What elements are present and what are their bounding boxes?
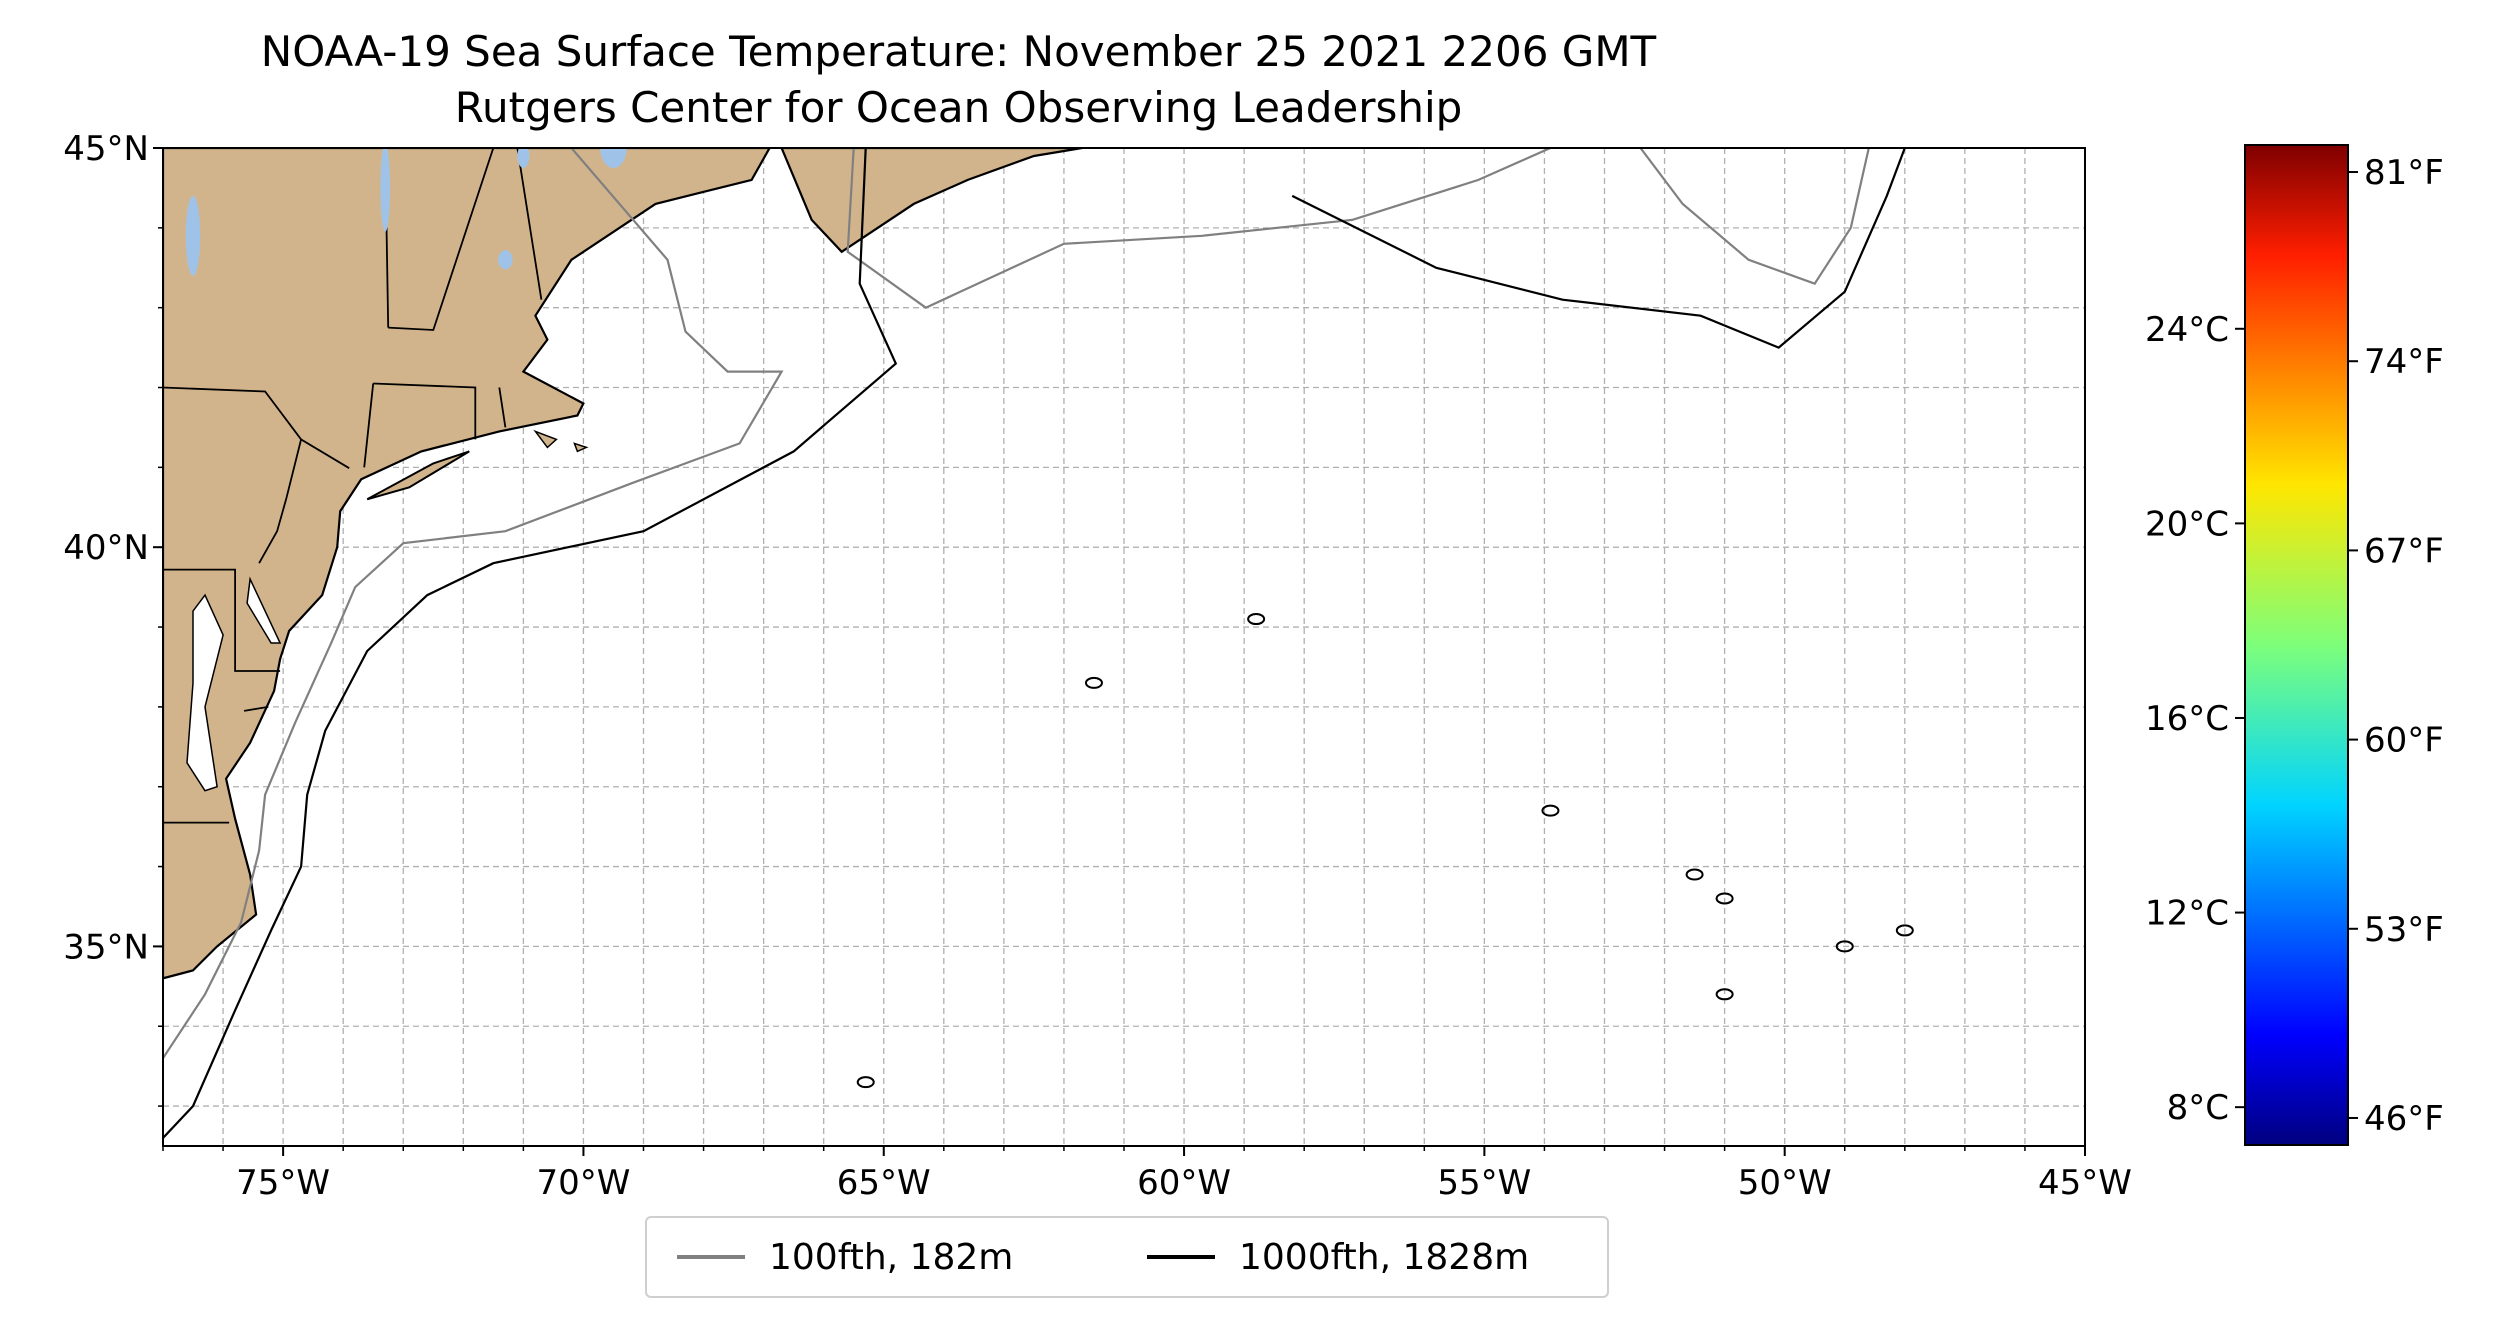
south-orange-patch [1027, 922, 1407, 1138]
lake [600, 148, 627, 168]
seamount-contour [1835, 940, 1854, 953]
state-border [163, 386, 350, 469]
colorbar-c-label: 8°C [2167, 1088, 2229, 1128]
seamount-contour [1541, 804, 1560, 817]
state-border [363, 383, 375, 468]
latitude-axis: 45°N 40°N 35°N [63, 129, 163, 1107]
cloud-gap-center [1328, 539, 1677, 731]
y-tick-label: 40°N [63, 528, 149, 568]
colorbar-fahrenheit-axis: 46°F 53°F 60°F 67°F 74°F 81°F [2348, 153, 2444, 1139]
legend-line-gray [677, 1255, 745, 1259]
north-darkblue-shelf [877, 148, 1779, 340]
swath-red-spot [673, 659, 758, 803]
colorbar-f-label: 46°F [2364, 1099, 2444, 1139]
east-cyan-green-band [1214, 275, 1809, 508]
map-title: NOAA-19 Sea Surface Temperature: Novembe… [260, 27, 1657, 76]
legend-item-1000fth: 1000fth, 1828m [1147, 1218, 1529, 1296]
sst-swath-layer [583, 148, 1809, 1138]
state-border [243, 706, 269, 712]
longitude-axis: 75°W 70°W 65°W 60°W 55°W 50°W 45°W [162, 1146, 2132, 1203]
x-tick-label: 70°W [536, 1163, 630, 1203]
colorbar-celsius-axis: 8°C 12°C 16°C 20°C 24°C [2145, 310, 2245, 1128]
x-tick-label: 45°W [2038, 1163, 2132, 1203]
x-tick-label: 75°W [236, 1163, 330, 1203]
x-tick-label: 65°W [837, 1163, 931, 1203]
colorbar-c-label: 20°C [2145, 504, 2229, 544]
seamount-contour [1715, 892, 1734, 905]
land-marthas-vineyard [533, 429, 558, 449]
land-us-coast [163, 148, 771, 980]
seamount-contour [1685, 868, 1704, 881]
lake [498, 250, 513, 270]
colorbar-f-label: 67°F [2364, 531, 2444, 571]
colorbar-ramp [2244, 144, 2349, 1146]
isobath-legend: 100fth, 182m 1000fth, 1828m [645, 1216, 1609, 1298]
swath-yellow-mid [697, 435, 932, 556]
seamount-contour [1715, 988, 1734, 1001]
state-border [388, 148, 495, 331]
state-border [163, 568, 281, 672]
chesapeake-bay [186, 593, 224, 792]
lake [517, 148, 530, 168]
seamount-contour [1895, 924, 1914, 937]
map-area [163, 148, 2085, 1146]
x-tick-label: 60°W [1137, 1163, 1231, 1203]
state-border [373, 382, 477, 440]
land-long-island [366, 450, 470, 501]
colorbar-f-label: 81°F [2364, 153, 2444, 193]
colorbar-c-label: 16°C [2145, 699, 2229, 739]
colorbar-f-label: 60°F [2364, 721, 2444, 761]
lake [185, 195, 201, 276]
legend-label-1000fth: 1000fth, 1828m [1239, 1236, 1530, 1278]
isobath-1000fth [163, 148, 898, 1139]
state-border [498, 387, 507, 428]
x-tick-label: 50°W [1738, 1163, 1832, 1203]
swath-cyan-band [667, 387, 908, 492]
isobath-100fth [163, 148, 784, 1059]
map-subtitle: Rutgers Center for Ocean Observing Leade… [454, 83, 1463, 132]
land-nova-scotia [780, 148, 1083, 254]
legend-line-black [1147, 1255, 1215, 1259]
legend-item-100fth: 100fth, 182m [677, 1218, 1013, 1296]
cloud-gap-north [955, 307, 1269, 420]
isobath-100fth-grand-banks [1639, 148, 1870, 286]
land-layer [163, 148, 1083, 980]
colorbar: 8°C 12°C 16°C 20°C 24°C 46°F 53°F 60°F 67°F 74°F… [2145, 144, 2444, 1146]
seamount-contour [856, 1076, 875, 1089]
isobath-1000fth-east [1291, 148, 1906, 349]
colorbar-c-label: 24°C [2145, 310, 2229, 350]
state-border [258, 439, 302, 564]
legend-label-100fth: 100fth, 182m [769, 1236, 1014, 1278]
seamount-contour [1084, 676, 1103, 689]
y-tick-label: 35°N [63, 927, 149, 967]
lake [380, 148, 391, 232]
colorbar-f-label: 74°F [2364, 342, 2444, 382]
x-tick-label: 55°W [1437, 1163, 1531, 1203]
colorbar-f-label: 53°F [2364, 910, 2444, 950]
y-tick-label: 45°N [63, 129, 149, 169]
state-border [516, 148, 543, 300]
colorbar-c-label: 12°C [2145, 894, 2229, 934]
land-nantucket [573, 442, 589, 453]
isobath-layer [163, 148, 1914, 1139]
delaware-bay [246, 576, 282, 644]
cloud-gap-mid [1051, 603, 1293, 851]
lat-lon-gridlines [163, 148, 2085, 1146]
seamount-contour [1247, 613, 1266, 626]
